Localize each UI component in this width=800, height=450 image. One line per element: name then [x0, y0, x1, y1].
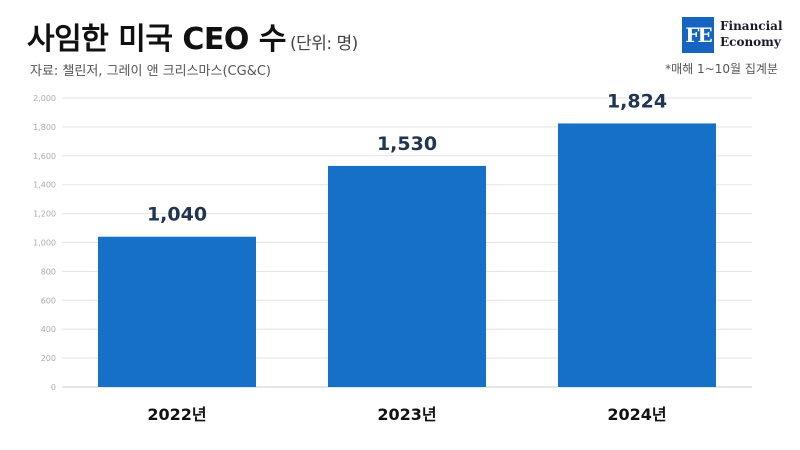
y-tick-label: 600	[41, 296, 56, 305]
bar-value-label: 1,824	[607, 90, 667, 112]
y-tick-label: 400	[41, 325, 56, 334]
y-tick-label: 1,400	[33, 181, 56, 190]
footnote-text: *매해 1~10월 집계분	[665, 62, 778, 76]
logo-wordmark: Financial Economy	[720, 18, 783, 50]
x-category-label: 2022년	[147, 405, 206, 424]
bar-value-label: 1,530	[377, 133, 437, 155]
chart-title: 사임한 미국 CEO 수 (단위: 명)	[27, 14, 358, 58]
y-tick-label: 0	[51, 383, 56, 392]
y-tick-label: 1,600	[33, 152, 56, 161]
bar-value-label: 1,040	[147, 204, 207, 226]
y-tick-label: 2,000	[33, 94, 56, 103]
financial-economy-logo: FE Financial Economy	[682, 17, 783, 53]
x-category-label: 2024년	[607, 405, 666, 424]
logo-line-1: Financial	[720, 19, 783, 33]
bar	[98, 236, 256, 387]
unit-label: (단위: 명)	[289, 34, 358, 54]
bar	[558, 123, 716, 387]
y-tick-label: 800	[41, 267, 56, 276]
y-tick-label: 1,000	[33, 239, 56, 248]
x-category-label: 2023년	[377, 405, 436, 424]
source-text: 자료: 챌린저, 그레이 앤 크리스마스(CG&C)	[30, 64, 271, 79]
bar	[328, 165, 486, 387]
y-tick-label: 200	[41, 354, 56, 363]
logo-mark: FE	[682, 17, 714, 53]
y-tick-label: 1,800	[33, 123, 56, 132]
y-tick-label: 1,200	[33, 210, 56, 219]
chart-title-text: 사임한 미국 CEO 수	[27, 22, 286, 57]
logo-line-2: Economy	[720, 35, 781, 49]
